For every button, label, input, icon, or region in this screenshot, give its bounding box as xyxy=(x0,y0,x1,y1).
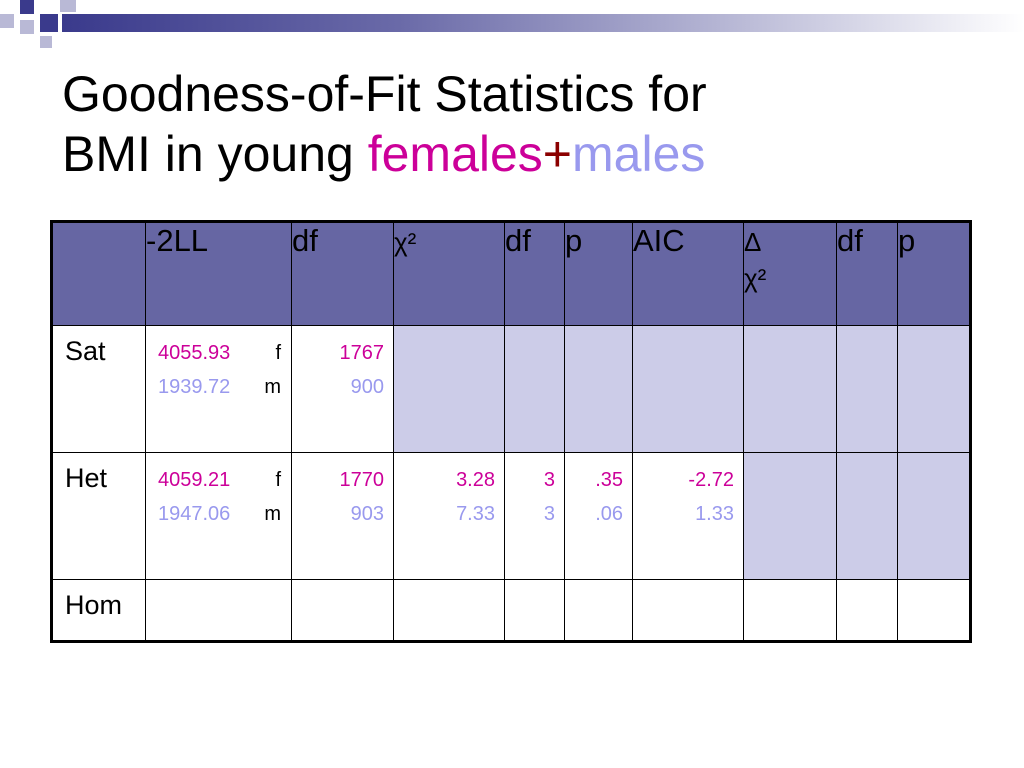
deco-square xyxy=(40,14,58,32)
title-plus: + xyxy=(542,126,572,182)
cell-2ll-het: 4059.21 f 1947.06 m xyxy=(145,452,292,580)
deco-square xyxy=(20,0,34,14)
cell-empty xyxy=(393,325,505,453)
cell-empty xyxy=(504,579,565,642)
cell-empty xyxy=(564,579,633,642)
cell-empty xyxy=(836,452,898,580)
cell-empty xyxy=(743,325,837,453)
table-row-het: Het 4059.21 f 1947.06 m 1770 903 3.28 7.33… xyxy=(51,452,971,580)
cell-df2-het: 3 3 xyxy=(504,452,565,580)
cell-chi-square-het: 3.28 7.33 xyxy=(393,452,505,580)
deco-square xyxy=(0,14,14,28)
table-row-sat: Sat 4055.93 f 1939.72 m 1767 900 xyxy=(51,325,971,453)
cell-empty xyxy=(564,325,633,453)
row-label-sat: Sat xyxy=(51,325,146,453)
cell-empty xyxy=(743,452,837,580)
header-cell-empty xyxy=(51,221,146,326)
title-males: males xyxy=(572,126,706,182)
title-line2-prefix: BMI in young xyxy=(62,126,368,182)
header-cell-p2: p xyxy=(897,221,971,326)
cell-empty xyxy=(632,325,744,453)
cell-empty xyxy=(897,325,971,453)
row-label-hom: Hom xyxy=(51,579,146,642)
cell-empty xyxy=(836,325,898,453)
header-cell-chi-square: χ² xyxy=(393,221,505,326)
cell-empty xyxy=(291,579,394,642)
header-gradient-bar xyxy=(62,14,1024,32)
header-cell-p: p xyxy=(564,221,633,326)
cell-empty xyxy=(897,452,971,580)
header-cell-aic: AIC xyxy=(632,221,744,326)
header-cell-2ll: -2LL xyxy=(145,221,292,326)
cell-empty xyxy=(145,579,292,642)
cell-df-sat: 1767 900 xyxy=(291,325,394,453)
cell-2ll-sat: 4055.93 f 1939.72 m xyxy=(145,325,292,453)
cell-df-het: 1770 903 xyxy=(291,452,394,580)
cell-p-het: .35 .06 xyxy=(564,452,633,580)
cell-empty xyxy=(504,325,565,453)
row-label-het: Het xyxy=(51,452,146,580)
cell-empty xyxy=(632,579,744,642)
header-cell-df2: df xyxy=(504,221,565,326)
cell-empty xyxy=(743,579,837,642)
header-cell-df3: df xyxy=(836,221,898,326)
title-females: females xyxy=(367,126,543,182)
cell-empty xyxy=(836,579,898,642)
header-cell-df: df xyxy=(291,221,394,326)
cell-empty xyxy=(897,579,971,642)
deco-square xyxy=(60,0,76,12)
deco-square xyxy=(20,20,34,34)
title-line1: Goodness-of-Fit Statistics for xyxy=(62,66,707,122)
cell-empty xyxy=(393,579,505,642)
table-row-hom: Hom xyxy=(51,579,971,642)
slide-title: Goodness-of-Fit Statistics for BMI in yo… xyxy=(62,64,707,184)
deco-square xyxy=(40,36,52,48)
cell-aic-het: -2.72 1.33 xyxy=(632,452,744,580)
